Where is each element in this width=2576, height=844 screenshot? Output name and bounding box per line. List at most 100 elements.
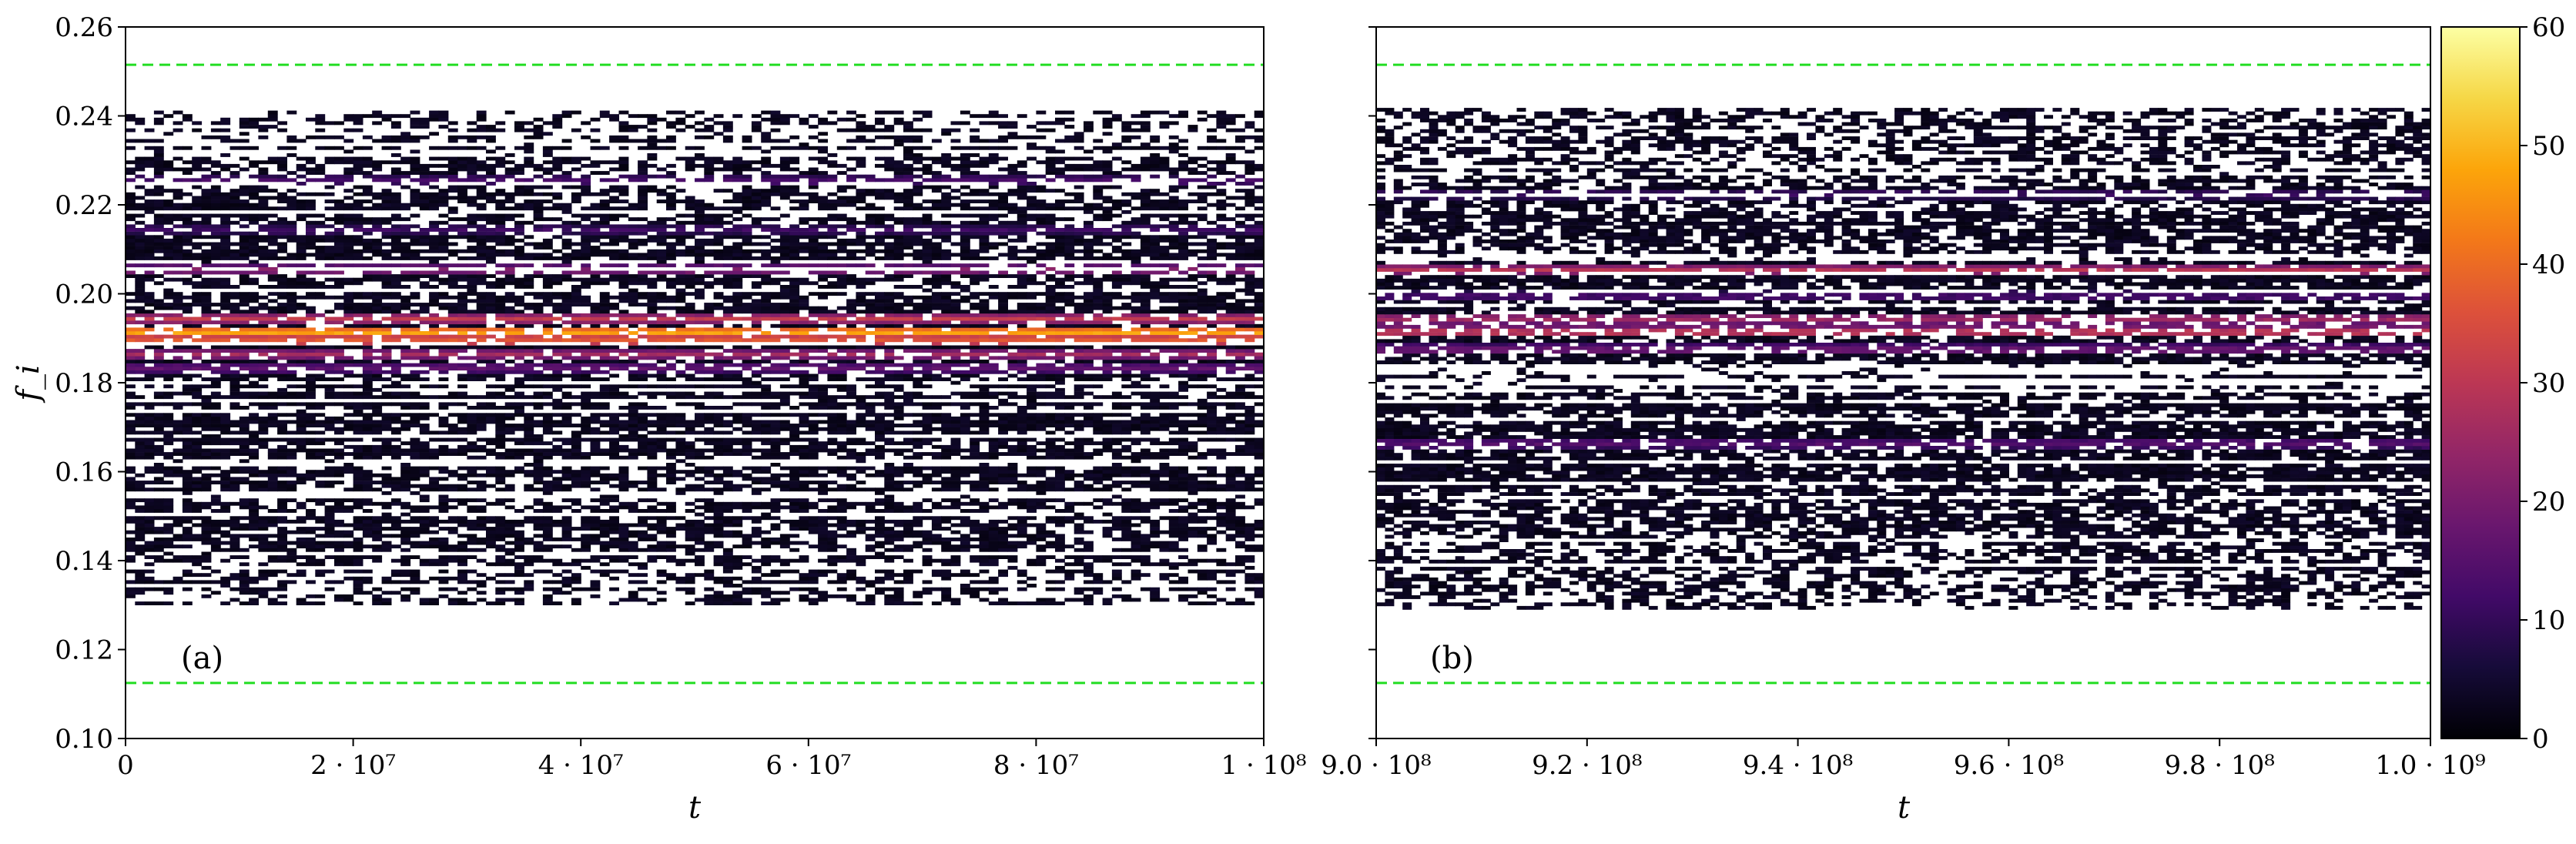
heatmap-cell <box>163 591 174 595</box>
heatmap-cell <box>524 452 534 456</box>
heatmap-cell <box>144 516 155 521</box>
heatmap-cell <box>486 373 496 378</box>
heatmap-cell <box>239 516 250 521</box>
heatmap-cell <box>524 541 534 545</box>
heatmap-cell <box>656 509 667 513</box>
heatmap-cell <box>1159 448 1170 453</box>
heatmap-cell <box>884 373 895 378</box>
heatmap-cell <box>884 391 895 396</box>
heatmap-cell <box>552 420 563 424</box>
heatmap-cell <box>334 534 344 538</box>
heatmap-cell <box>201 413 212 417</box>
heatmap-cell <box>1055 406 1065 410</box>
heatmap-cell <box>306 413 316 417</box>
heatmap-cell <box>779 427 790 431</box>
heatmap-cell <box>400 558 411 563</box>
heatmap-cell <box>732 487 743 492</box>
heatmap-cell <box>988 473 999 477</box>
heatmap-cell <box>647 523 658 528</box>
heatmap-cell <box>1121 420 1132 424</box>
heatmap-cell <box>970 501 980 506</box>
heatmap-cell <box>1017 601 1027 605</box>
heatmap-cell <box>390 498 401 503</box>
heatmap-cell <box>1084 573 1094 578</box>
heatmap-cell <box>638 562 648 567</box>
heatmap-cell <box>1244 448 1255 453</box>
heatmap-cell <box>447 527 458 531</box>
heatmap-cell <box>675 420 686 424</box>
heatmap-cell <box>429 516 439 521</box>
heatmap-cell <box>722 448 733 453</box>
heatmap-cell <box>970 481 980 484</box>
heatmap-cell <box>457 498 467 503</box>
heatmap-cell <box>239 523 250 528</box>
heatmap-cell <box>1131 420 1141 424</box>
heatmap-cell <box>1131 437 1141 442</box>
heatmap-cell <box>827 498 838 503</box>
heatmap-cell <box>400 538 411 541</box>
heatmap-cell <box>542 448 553 453</box>
heatmap-cell <box>751 587 762 591</box>
heatmap-cell <box>590 587 601 591</box>
heatmap-cell <box>1102 519 1113 524</box>
heatmap-cell <box>173 558 183 563</box>
heatmap-cell <box>229 370 240 374</box>
heatmap-cell <box>761 370 772 374</box>
heatmap-cell <box>1131 367 1141 371</box>
heatmap-cell <box>1150 598 1161 602</box>
heatmap-cell <box>210 352 221 357</box>
heatmap-cell <box>390 591 401 595</box>
heatmap-cell <box>467 505 477 510</box>
heatmap-cell <box>334 548 344 552</box>
heatmap-cell <box>950 487 961 492</box>
heatmap-cell <box>722 413 733 417</box>
heatmap-cell <box>1131 459 1141 464</box>
heatmap-cell <box>1093 352 1104 357</box>
heatmap-cell <box>1216 523 1227 528</box>
heatmap-cell <box>979 387 990 392</box>
heatmap-cell <box>903 402 913 407</box>
heatmap-cell <box>1084 420 1094 424</box>
heatmap-cell <box>970 484 980 488</box>
heatmap-cell <box>941 420 952 424</box>
heatmap-cell <box>267 356 278 360</box>
heatmap-cell <box>1225 527 1236 531</box>
heatmap-cell <box>808 501 819 506</box>
heatmap-cell <box>229 384 240 389</box>
heatmap-cell <box>192 441 203 446</box>
heatmap-cell <box>192 437 203 442</box>
heatmap-cell <box>808 573 819 578</box>
heatmap-cell <box>581 370 591 374</box>
heatmap-cell <box>865 402 876 407</box>
heatmap-cell <box>799 448 809 453</box>
heatmap-cell <box>126 420 136 424</box>
heatmap-cell <box>1168 509 1179 513</box>
heatmap-cell <box>1140 505 1151 510</box>
heatmap-cell <box>173 448 183 453</box>
heatmap-cell <box>656 420 667 424</box>
heatmap-cell <box>286 484 297 488</box>
heatmap-cell <box>704 523 715 528</box>
heatmap-cell <box>988 548 999 552</box>
heatmap-cell <box>685 534 695 538</box>
heatmap-cell <box>960 584 970 588</box>
heatmap-cell <box>875 395 885 400</box>
heatmap-cell <box>713 448 724 453</box>
heatmap-cell <box>334 367 344 371</box>
heatmap-cell <box>410 555 420 559</box>
heatmap-cell <box>685 587 695 591</box>
heatmap-cell <box>372 519 383 524</box>
heatmap-cell <box>1017 360 1027 363</box>
heatmap-cell <box>761 402 772 407</box>
heatmap-cell <box>666 573 676 578</box>
heatmap-cell <box>638 373 648 378</box>
heatmap-cell <box>315 448 326 453</box>
heatmap-cell <box>144 505 155 510</box>
heatmap-cell <box>315 406 326 410</box>
heatmap-cell <box>239 430 250 435</box>
heatmap-cell <box>1150 352 1161 357</box>
heatmap-cell <box>722 360 733 363</box>
heatmap-cell <box>429 455 439 460</box>
heatmap-cell <box>590 558 601 563</box>
